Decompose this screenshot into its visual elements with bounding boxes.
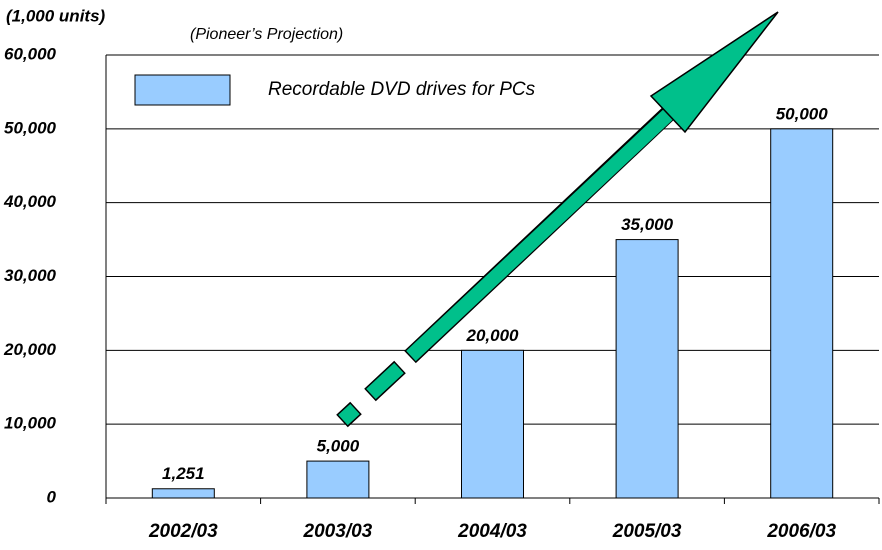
legend: Recordable DVD drives for PCs <box>134 74 536 106</box>
arrow-dash <box>366 362 404 400</box>
x-tick-label: 2003/03 <box>303 521 373 542</box>
y-tick-label: 60,000 <box>4 44 57 63</box>
subtitle: (Pioneer’s Projection) <box>190 26 343 43</box>
grid: 0 10,000 20,000 30,000 40,000 50,000 60,000 200… <box>3 44 880 542</box>
x-tick-label: 2005/03 <box>612 521 682 542</box>
y-tick-label: 30,000 <box>4 266 57 285</box>
data-label: 35,000 <box>621 215 674 234</box>
trend-arrow <box>336 11 779 428</box>
y-tick-label: 50,000 <box>4 118 57 137</box>
data-label: 5,000 <box>317 437 360 456</box>
x-tick-label: 2002/03 <box>148 521 218 542</box>
data-label: 1,251 <box>162 464 205 483</box>
y-tick-label: 0 <box>47 487 57 506</box>
arrow-shaft <box>406 103 679 362</box>
bar <box>615 239 679 499</box>
y-tick-label: 20,000 <box>3 340 57 359</box>
bar <box>306 460 370 499</box>
arrow-head <box>649 11 779 134</box>
x-tick-label: 2006/03 <box>766 521 836 542</box>
unit-label: (1,000 units) <box>6 6 106 25</box>
legend-swatch <box>134 74 231 106</box>
bar <box>151 488 215 499</box>
data-label: 50,000 <box>776 104 829 123</box>
y-tick-label: 10,000 <box>4 414 57 433</box>
x-tick-label: 2004/03 <box>457 521 527 542</box>
data-label: 20,000 <box>466 326 520 345</box>
bar <box>461 349 524 499</box>
legend-label: Recordable DVD drives for PCs <box>268 79 536 100</box>
y-tick-label: 40,000 <box>3 192 57 211</box>
arrow-dash <box>338 403 360 426</box>
bar <box>770 128 834 499</box>
bars: 1,251 5,000 20,000 35,000 50,000 <box>151 104 834 499</box>
